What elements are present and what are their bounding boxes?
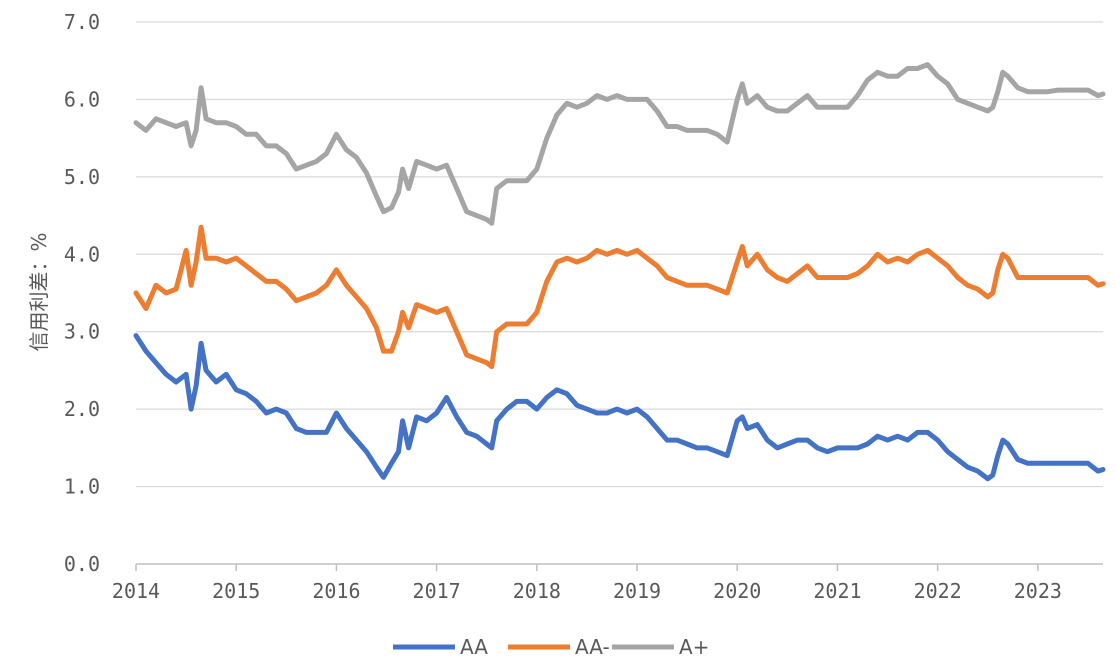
legend-label-A+: A+ [679, 635, 709, 659]
y-tick-label: 2.0 [64, 397, 100, 421]
legend-label-AA-: AA- [575, 635, 610, 659]
x-tick-label: 2016 [312, 579, 360, 603]
y-tick-label: 6.0 [64, 87, 100, 111]
x-tick-label: 2015 [212, 579, 260, 603]
series-line-A+ [133, 62, 1106, 226]
x-axis-ticks: 2014 2015 2016 2017 2018 2019 2020 2021 2022 2023 [112, 564, 1062, 603]
legend-label-AA: AA [460, 635, 488, 659]
x-tick-label: 2023 [1014, 579, 1062, 603]
x-tick-label: 2020 [713, 579, 761, 603]
series-layer [133, 62, 1106, 482]
y-tick-label: 3.0 [64, 320, 100, 344]
y-axis-label: 信用利差：% [27, 232, 51, 351]
x-tick-label: 2019 [613, 579, 661, 603]
y-tick-label: 1.0 [64, 475, 100, 499]
x-tick-label: 2022 [914, 579, 962, 603]
series-line-AA [133, 333, 1106, 482]
y-axis-ticks: 0.0 1.0 2.0 3.0 4.0 5.0 6.0 7.0 [64, 10, 100, 576]
gridlines [136, 21, 1103, 488]
y-tick-label: 4.0 [64, 242, 100, 266]
legend: AA AA- A+ [393, 635, 709, 659]
series-line-AA- [133, 224, 1106, 370]
x-tick-label: 2014 [112, 579, 160, 603]
x-tick-label: 2017 [413, 579, 461, 603]
y-tick-label: 0.0 [64, 552, 100, 576]
x-tick-label: 2018 [513, 579, 561, 603]
y-tick-label: 7.0 [64, 10, 100, 34]
y-tick-label: 5.0 [64, 165, 100, 189]
x-tick-label: 2021 [813, 579, 861, 603]
